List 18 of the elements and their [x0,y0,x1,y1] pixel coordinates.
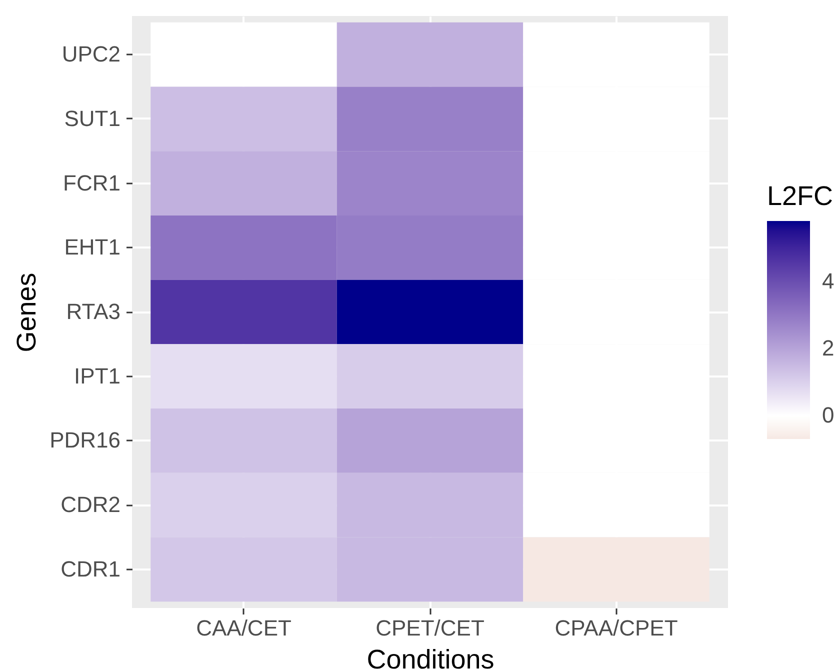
x-tick-label: CPET/CET [376,616,484,640]
y-tick-label: CDR1 [60,556,120,582]
y-tick-label: SUT1 [64,106,120,131]
y-tick-label: UPC2 [62,42,120,67]
x-axis-title: Conditions [366,644,494,671]
color-bar-label: 2 [822,335,834,360]
y-tick-label: RTA3 [66,299,120,324]
x-tick-label: CAA/CET [196,616,292,640]
y-tick-label: EHT1 [64,234,120,260]
color-bar-title: L2FC [767,181,834,211]
y-tick-label: IPT1 [74,363,120,388]
x-tick-label: CPAA/CPET [554,616,678,640]
y-tick-label: PDR16 [50,428,120,453]
color-bar-label: 4 [822,268,834,294]
y-tick-label: CDR2 [60,492,120,518]
color-bar-label: 0 [822,402,834,428]
y-axis-title: Genes [12,272,42,352]
y-tick-label: FCR1 [63,170,120,196]
